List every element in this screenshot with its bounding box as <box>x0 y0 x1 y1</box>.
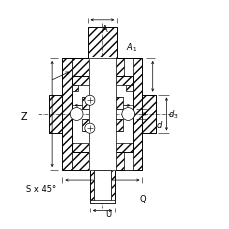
Bar <box>71 152 124 170</box>
Bar <box>71 86 78 92</box>
Text: U: U <box>105 209 111 218</box>
Circle shape <box>121 108 134 121</box>
Text: A: A <box>101 25 107 34</box>
Circle shape <box>70 108 83 121</box>
Text: $B_1$: $B_1$ <box>109 119 120 131</box>
Bar <box>110 170 114 203</box>
Text: $d_3$: $d_3$ <box>167 108 178 121</box>
Circle shape <box>85 124 95 134</box>
Text: d: d <box>156 120 162 129</box>
Bar <box>142 95 155 134</box>
Bar <box>89 59 115 170</box>
Bar <box>62 59 71 170</box>
Bar <box>90 200 114 203</box>
Bar <box>82 97 123 110</box>
Bar <box>90 170 94 203</box>
Bar <box>71 143 133 152</box>
Bar <box>71 77 133 86</box>
Bar <box>133 59 142 170</box>
Text: S x 45°: S x 45° <box>25 184 55 193</box>
Bar <box>71 59 124 77</box>
Bar <box>89 58 115 171</box>
Bar <box>49 95 62 134</box>
Bar <box>87 28 117 59</box>
Bar <box>94 170 110 203</box>
Text: Z: Z <box>20 112 27 122</box>
Bar <box>82 119 123 132</box>
Bar <box>126 86 133 92</box>
Text: Q: Q <box>139 194 145 203</box>
Text: $A_2$: $A_2$ <box>102 103 113 115</box>
Text: $A_1$: $A_1$ <box>126 41 137 54</box>
Circle shape <box>85 96 95 106</box>
